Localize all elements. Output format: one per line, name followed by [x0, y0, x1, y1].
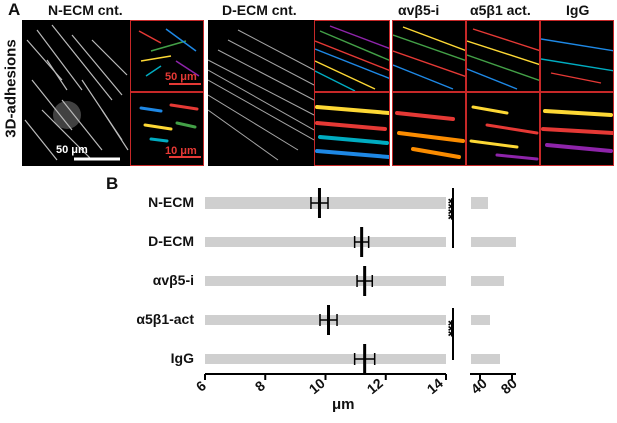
decm-color-adhesions [315, 25, 389, 91]
header-a5b1: α5β1 act. [470, 2, 531, 18]
ylabel-2: αvβ5-i [152, 272, 194, 288]
micrograph-decm-large [208, 20, 314, 166]
micrograph-avb5-zoom [392, 92, 466, 166]
micrograph-necm-large: 50 μm [22, 20, 130, 166]
color-adhesions [138, 28, 201, 85]
panel-b-letter: B [106, 174, 119, 193]
points-band-break-1 [471, 237, 516, 247]
fiber-texture [24, 24, 129, 161]
ylabel-4: IgG [170, 350, 194, 366]
points-band-4 [205, 354, 446, 364]
micrograph-igg-zoom [540, 92, 614, 166]
micrograph-decm-color [314, 20, 390, 92]
zoom-adhesions [139, 103, 201, 158]
scalebar-label-zoom: 10 μm [165, 145, 197, 157]
significance-1: *** [439, 320, 456, 336]
ylabel-3: α5β1-act [136, 311, 194, 327]
header-avb5: αvβ5-i [398, 2, 440, 18]
significance-0: **** [439, 198, 456, 219]
igg-zoom-adhesions [541, 109, 613, 153]
points-band-1 [205, 237, 446, 247]
points-band-break-0 [471, 197, 488, 209]
avb5-color-adhesions [393, 26, 465, 90]
scalebar-label-small: 50 μm [165, 71, 197, 83]
micrograph-igg-color [540, 20, 614, 92]
avb5-zoom-adhesions [395, 111, 465, 159]
decm-fibers [208, 29, 314, 161]
micrograph-a5b1-zoom [466, 92, 540, 166]
x-axis-label: μm [332, 396, 355, 413]
points-band-2 [205, 276, 446, 286]
panel-a-letter: A [8, 0, 21, 19]
a5b1-color-adhesions [467, 28, 539, 90]
a5b1-zoom-adhesions [469, 105, 539, 161]
ylabel-1: D-ECM [148, 233, 194, 249]
points-band-break-4 [471, 354, 500, 364]
header-igg: IgG [566, 2, 590, 18]
scalebar-label-large: 50 μm [56, 144, 88, 156]
points-band-break-3 [471, 315, 490, 325]
micrograph-a5b1-color [466, 20, 540, 92]
decm-zoom-adhesions [315, 105, 389, 159]
micrograph-necm-zoom: 10 μm [130, 92, 204, 166]
points-band-break-2 [471, 276, 504, 286]
ylabel-0: N-ECM [148, 194, 194, 210]
igg-color-adhesions [541, 38, 613, 84]
micrograph-avb5-color [392, 20, 466, 92]
header-necm: N-ECM cnt. [48, 2, 123, 18]
header-decm: D-ECM cnt. [222, 2, 297, 18]
micrograph-decm-zoom [314, 92, 390, 166]
micrograph-necm-color: 50 μm [130, 20, 204, 92]
